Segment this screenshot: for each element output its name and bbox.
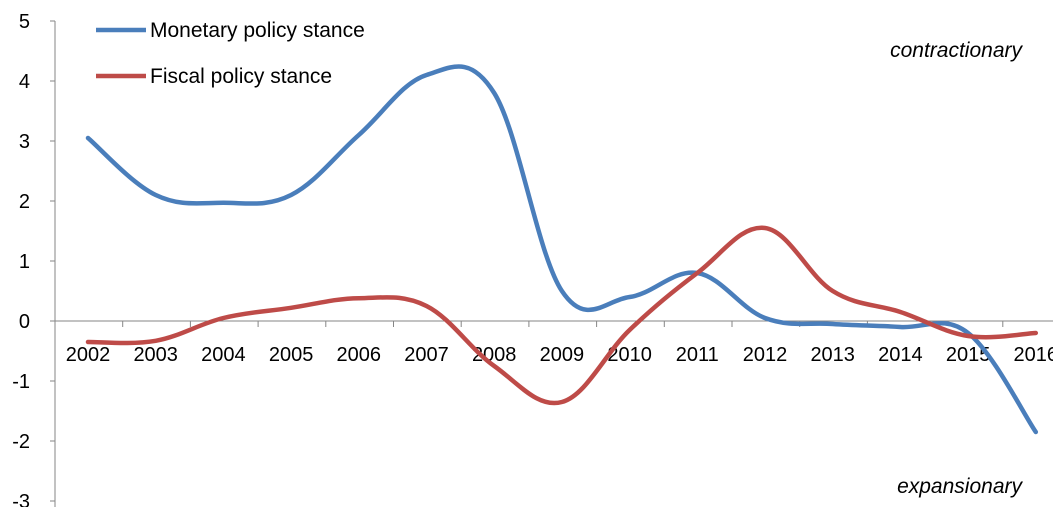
x-tick-label: 2013 bbox=[810, 344, 855, 366]
x-tick-label: 2002 bbox=[66, 344, 111, 366]
data-point-fiscal-policy-stance-2014 bbox=[898, 310, 902, 314]
y-tick-label: -1 bbox=[12, 371, 30, 393]
x-tick-label: 2003 bbox=[133, 344, 178, 366]
legend: Monetary policy stance Fiscal policy stan… bbox=[96, 19, 365, 88]
data-point-monetary-policy-stance-2014 bbox=[898, 325, 902, 329]
data-point-monetary-policy-stance-2012 bbox=[763, 316, 767, 320]
y-axis: 5 4 3 2 1 0 -1 -2 -3 bbox=[12, 11, 56, 512]
x-tick-label: 2006 bbox=[337, 344, 382, 366]
x-tick-label: 2016 bbox=[1014, 344, 1053, 366]
x-tick-label: 2012 bbox=[743, 344, 788, 366]
y-tick-label: 1 bbox=[19, 251, 30, 273]
legend-label-monetary-policy-stance: Monetary policy stance bbox=[150, 19, 365, 42]
x-tick-label: 2007 bbox=[404, 344, 449, 366]
data-point-fiscal-policy-stance-2010 bbox=[628, 328, 632, 332]
x-tick-label: 2009 bbox=[540, 344, 585, 366]
y-tick-label: 4 bbox=[19, 71, 30, 93]
annotation-expansionary: expansionary bbox=[897, 475, 1023, 498]
y-tick-label: 0 bbox=[19, 311, 30, 333]
data-point-monetary-policy-stance-2004 bbox=[221, 201, 225, 205]
annotation-contractionary: contractionary bbox=[890, 39, 1023, 62]
x-tick-label: 2011 bbox=[676, 344, 719, 366]
legend-label-fiscal-policy-stance: Fiscal policy stance bbox=[150, 65, 332, 88]
data-point-fiscal-policy-stance-2002 bbox=[86, 340, 90, 344]
data-point-monetary-policy-stance-2006 bbox=[357, 133, 361, 137]
data-point-fiscal-policy-stance-2004 bbox=[221, 316, 225, 320]
y-tick-label: -3 bbox=[12, 491, 30, 507]
data-point-fiscal-policy-stance-2016 bbox=[1034, 331, 1038, 335]
data-point-fiscal-policy-stance-2003 bbox=[154, 339, 158, 343]
data-point-fiscal-policy-stance-2013 bbox=[831, 289, 835, 293]
data-point-fiscal-policy-stance-2005 bbox=[289, 306, 293, 310]
data-point-fiscal-policy-stance-2009 bbox=[560, 400, 564, 404]
x-tick-label: 2010 bbox=[607, 344, 652, 366]
x-tick-label: 2008 bbox=[472, 344, 517, 366]
x-tick-label: 2014 bbox=[878, 344, 923, 366]
y-tick-label: -2 bbox=[12, 431, 30, 453]
x-tick-label: 2004 bbox=[201, 344, 246, 366]
x-axis: 2002 2003 2004 2005 2006 2007 2008 2009 2010 2011… bbox=[54, 320, 1053, 366]
data-point-monetary-policy-stance-2008 bbox=[492, 91, 496, 95]
data-point-monetary-policy-stance-2002 bbox=[86, 136, 90, 140]
data-point-fiscal-policy-stance-2008 bbox=[492, 364, 496, 368]
y-tick-label: 3 bbox=[19, 131, 30, 153]
data-point-monetary-policy-stance-2003 bbox=[154, 193, 158, 197]
data-point-fiscal-policy-stance-2006 bbox=[357, 296, 361, 300]
data-point-monetary-policy-stance-2007 bbox=[425, 73, 429, 77]
series-line-fiscal-policy-stance bbox=[85, 225, 1039, 406]
data-point-fiscal-policy-stance-2011 bbox=[695, 271, 699, 275]
data-point-monetary-policy-stance-2009 bbox=[560, 289, 564, 293]
data-point-fiscal-policy-stance-2012 bbox=[763, 226, 767, 230]
y-tick-label: 2 bbox=[19, 191, 30, 213]
data-point-monetary-policy-stance-2010 bbox=[628, 295, 632, 299]
data-point-fiscal-policy-stance-2015 bbox=[966, 334, 970, 338]
y-tick-label: 5 bbox=[19, 11, 30, 33]
x-tick-label: 2015 bbox=[946, 344, 991, 366]
data-point-monetary-policy-stance-2005 bbox=[289, 193, 293, 197]
data-point-monetary-policy-stance-2016 bbox=[1034, 430, 1038, 434]
series-layer bbox=[85, 64, 1039, 435]
x-tick-label: 2005 bbox=[269, 344, 314, 366]
series-line-monetary-policy-stance bbox=[85, 64, 1039, 435]
data-point-fiscal-policy-stance-2007 bbox=[425, 304, 429, 308]
data-point-monetary-policy-stance-2013 bbox=[831, 322, 835, 326]
